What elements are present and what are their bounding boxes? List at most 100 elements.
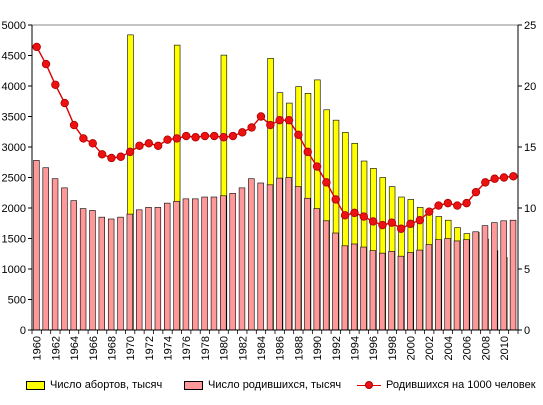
births-bar [154,207,162,331]
x-tick-label: 1980 [219,336,231,360]
right-tick-label: 15 [524,142,536,154]
birth-rate-point [322,178,331,187]
left-tick-label: 0 [20,325,26,337]
births-bar [500,220,507,331]
left-tick-label: 3500 [2,112,26,124]
x-tick-label: 1976 [181,336,193,360]
birth-rate-point [415,215,425,225]
right-axis: 0 5 10 15 20 25 [517,20,536,337]
legend-item-abortions: Число абортов, тысяч [26,379,162,391]
x-tick-label: 2008 [480,336,492,360]
birth-rate-point [256,112,266,121]
birth-rate-point [509,172,518,181]
births-bar [126,213,134,331]
legend-label-births: Число родившихся, тысяч [208,379,342,391]
birth-rate-point [406,219,415,229]
birth-rate-point [303,147,312,157]
birth-rate-point [359,212,368,221]
birth-rate-point [481,178,490,187]
x-tick-label: 1978 [200,336,212,360]
left-tick-label: 5000 [2,20,26,32]
x-tick-label: 1970 [125,336,137,360]
legend-label-birth-rate: Родившихся на 1000 человек [386,379,536,391]
births-bar [182,198,190,331]
births-bar [117,216,124,331]
right-tick-label: 0 [524,325,530,337]
births-bar [481,225,489,331]
births-bar [304,197,311,331]
birth-rate-point [172,134,182,143]
births-bar [210,196,218,331]
birth-rate-point [191,133,200,142]
birth-rate-point [182,131,191,141]
birth-rate-point [368,217,378,226]
birth-rate-point [378,220,387,230]
x-tick-label: 2006 [462,336,474,360]
birth-rate-point [153,141,163,150]
births-bar [313,208,320,331]
births-bar [453,240,461,331]
right-tick-label: 10 [524,203,536,215]
birth-rate-point [163,135,172,144]
x-tick-label: 1964 [69,336,81,360]
birth-rate-point [210,131,219,141]
births-bar [107,218,115,331]
births-bar [89,210,96,331]
legend-label-abortions: Число абортов, тысяч [50,379,163,391]
births-bar [42,167,49,331]
x-tick-label: 1982 [237,336,249,360]
birth-rate-point [275,115,284,125]
birth-rate-point [79,134,88,143]
births-series [33,160,517,331]
x-tick-label: 1966 [88,336,100,360]
birth-rate-point [434,201,443,210]
births-bar [266,184,274,331]
birth-rate-point [312,162,322,171]
births-bar [332,232,339,331]
right-tick-label: 20 [524,81,536,93]
x-tick-label: 2010 [499,336,511,360]
birth-rate-point [284,115,294,125]
births-bar [164,202,171,331]
births-bar [388,251,395,331]
birth-rate-point [32,42,41,52]
x-tick-label: 1968 [106,336,118,360]
x-tick-label: 1988 [293,336,305,360]
births-bar [472,231,479,331]
x-axis: 1960 1962 1964 1966 1968 1970 1972 1974 1976 1978… [31,329,519,360]
birth-rate-point [499,173,509,182]
births-bar [229,193,236,331]
births-bar [257,182,264,331]
birth-rate-point [350,208,359,218]
x-tick-label: 2004 [443,336,455,360]
births-bar [341,245,349,331]
births-bar [360,246,367,331]
birth-rate-point [200,131,210,141]
births-bar [70,200,77,331]
birth-abortion-chart: 0 500 1000 1500 2000 2500 3000 3500 4000 4500 5000… [2,20,537,360]
left-axis: 0 500 1000 1500 2000 2500 3000 3500 4000 4500 5000 [2,20,33,337]
birth-rate-point [97,150,107,159]
x-tick-label: 1962 [50,336,62,360]
birth-rate-point [51,80,60,89]
birth-rate-point [41,59,51,69]
birth-rate-point [266,120,275,130]
births-bar [322,220,330,331]
left-tick-label: 2000 [2,203,26,215]
x-tick-label: 1972 [144,336,156,360]
birth-rate-point [387,218,397,227]
births-bar [509,219,517,331]
birth-rate-point [453,201,462,210]
births-bar [276,177,283,331]
x-tick-label: 1996 [368,336,380,360]
birth-rate-point [69,120,79,130]
births-bar [220,195,227,331]
births-bar [33,160,40,331]
births-bar [397,255,405,331]
births-bar [285,177,292,331]
x-tick-label: 2002 [424,336,436,360]
birth-rate-point [331,195,340,204]
left-tick-label: 3000 [2,142,26,154]
births-bar [369,250,377,331]
birth-rate-point [247,123,256,132]
